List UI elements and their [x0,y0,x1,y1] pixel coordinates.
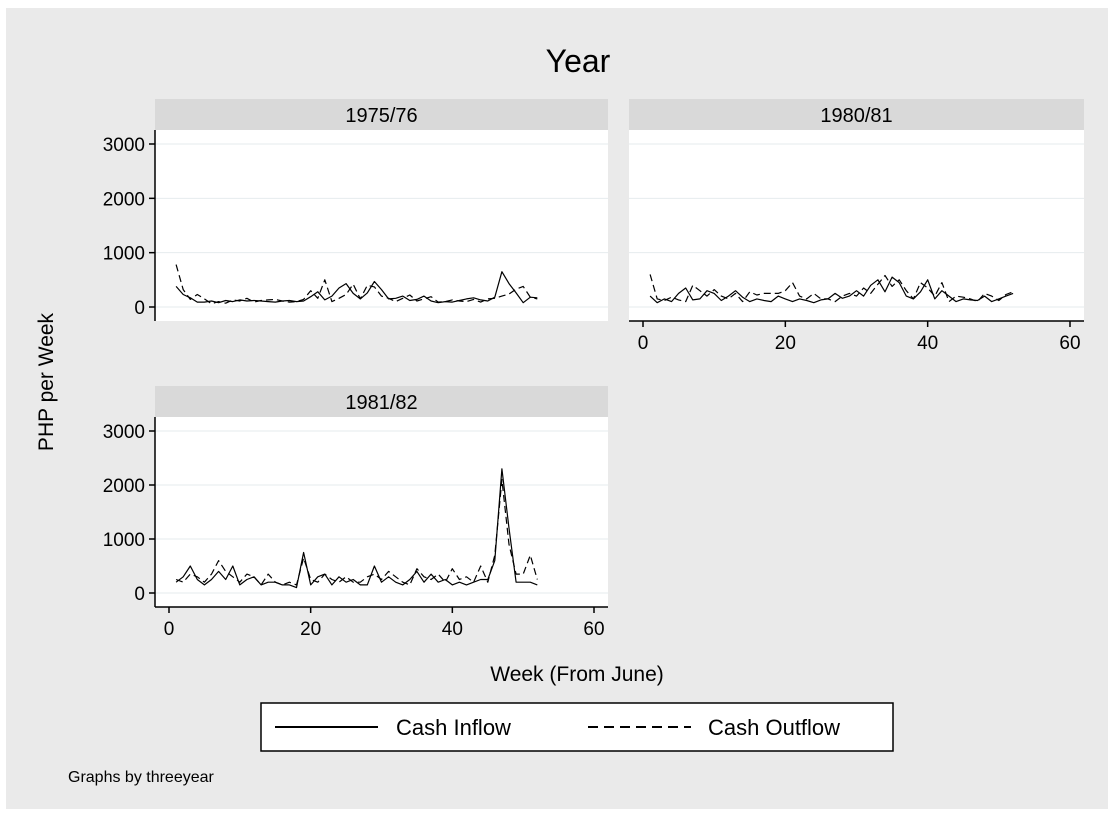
panel-strip [155,99,608,130]
x-tick-label: 0 [638,333,649,354]
panel-strip [155,386,608,417]
x-tick-label: 0 [164,619,175,640]
panel-1980-81: 1980/81 0 20 40 60 [629,99,1084,354]
y-tick-label: 0 [134,298,145,319]
series-line-cash-outflow [649,274,1014,303]
y-tick-label: 2000 [103,476,145,497]
y-tick-label: 3000 [103,422,145,443]
panel-strip [629,99,1084,130]
panel-title: 1980/81 [820,105,892,127]
y-tick-label: 2000 [103,189,145,210]
x-tick-label: 60 [583,619,604,640]
figure-title: Year [546,43,611,79]
series-line-cash-outflow [175,264,538,305]
y-tick-label: 0 [134,584,145,605]
y-tick-label: 1000 [103,244,145,265]
panel-1975-76: 1975/76 0 1000 2000 3000 [103,99,608,321]
legend: Cash Inflow Cash Outflow [260,702,894,752]
x-tick-label: 20 [775,333,796,354]
y-tick-label: 1000 [103,530,145,551]
x-tick-label: 20 [300,619,321,640]
figure-note: Graphs by threeyear [68,769,215,786]
legend-label-outflow: Cash Outflow [708,715,840,740]
y-tick-label: 3000 [103,135,145,156]
panel-title: 1981/82 [345,392,417,414]
x-tick-label: 60 [1059,333,1080,354]
plot-area [155,417,608,607]
panel-title: 1975/76 [345,105,417,127]
x-tick-label: 40 [442,619,463,640]
plot-area [629,130,1084,321]
legend-label-inflow: Cash Inflow [396,715,511,740]
y-axis-label: PHP per Week [35,312,58,451]
x-axis-label: Week (From June) [490,663,664,686]
plot-area [155,130,608,321]
series-line-cash-inflow [175,468,538,589]
panel-1981-82: 1981/82 0 1000 2000 3000 0 20 40 60 [103,386,608,640]
x-tick-label: 40 [917,333,938,354]
